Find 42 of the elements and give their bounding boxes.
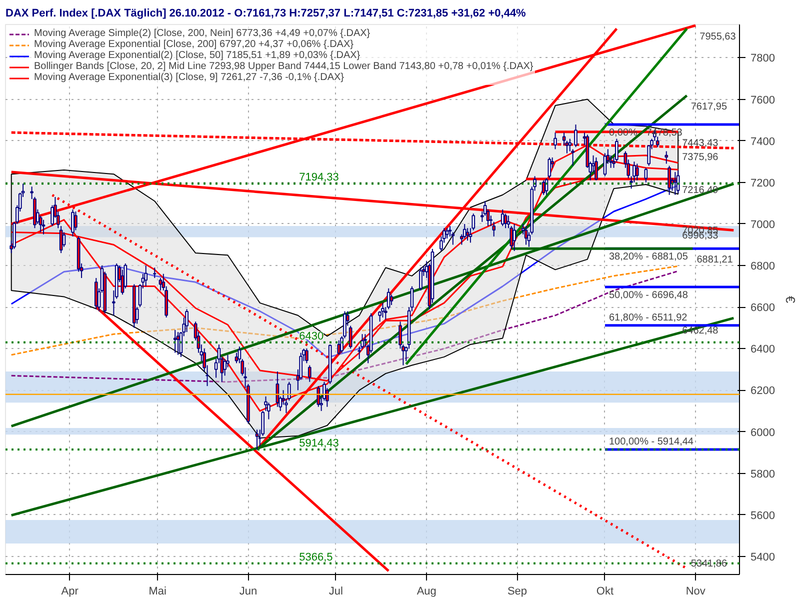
annotation: 100,00% - 5914,44 [608, 436, 694, 448]
annotation: 61,80% - 6511,92 [608, 312, 688, 324]
x-tick-label: Jun [239, 586, 258, 598]
y-tick-label: 6600 [750, 302, 775, 314]
x-tick-label: Aug [416, 586, 436, 598]
y-tick-label: 6400 [750, 344, 775, 356]
legend-label: Bollinger Bands [Close, 20, 2] Mid Line 7293,98 Upper Band 7444,15 Lower Band 7143,80 +0,78 +0,01% {.DAX} [34, 61, 534, 72]
legend-label: Moving Average Simple(2) [Close, 200, Nein] 6773,36 +4,49 +0,07% {.DAX} [34, 28, 370, 39]
legend-label: Moving Average Exponential [Close, 200] 6797,20 +4,37 +0,06% {.DAX} [34, 39, 354, 50]
y-tick-label: 5400 [750, 551, 775, 564]
x-tick-label: Jul [328, 586, 343, 598]
ref-line-label: 7194,33 [299, 172, 339, 184]
legend-label: Moving Average Exponential(2) [Close, 50] 7185,51 +1,89 +0,03% {.DAX} [34, 50, 360, 61]
annotation: 7375,96 [682, 152, 719, 163]
legend-label: Moving Average Exponential(3) [Close, 9] 7261,27 -7,36 -0,1% {.DAX} [34, 72, 344, 83]
annotation: 7617,95 [690, 102, 728, 113]
y-tick-label: 6200 [750, 385, 775, 398]
y-tick-label: 7200 [750, 177, 775, 190]
y-tick-label: 7800 [750, 52, 775, 65]
annotation: 50,00% - 6696,48 [608, 290, 688, 302]
annotation: 7955,63 [700, 31, 736, 42]
y-axis-title: € [782, 296, 798, 304]
ref-line-label: 5366,5 [299, 551, 333, 564]
ref-line-label: 6430 [299, 330, 324, 342]
annotation: 38,20% - 6881,05 [608, 252, 688, 263]
annotation: 6881,21 [696, 254, 734, 266]
y-tick-label: 7600 [750, 94, 775, 106]
chart-title: DAX Perf. Index [.DAX Täglich] 26.10.2012 - O:7161,73 H:7257,37 L:7147,51 C:7231,85 +31,62 +0,44% [6, 8, 526, 20]
y-tick-label: 5600 [750, 510, 775, 522]
ref-line-label: 5914,43 [299, 438, 339, 450]
y-tick-label: 5800 [750, 468, 775, 480]
annotation: 7443,43 [682, 138, 719, 149]
x-tick-label: Sep [507, 586, 528, 598]
x-tick-label: Nov [686, 586, 706, 598]
x-tick-label: Apr [61, 586, 79, 598]
annotation: 5341,86 [690, 558, 728, 570]
y-tick-label: 7400 [750, 136, 775, 148]
y-tick-label: 6800 [750, 260, 775, 273]
x-tick-label: Mai [148, 586, 166, 598]
y-tick-label: 6000 [750, 426, 775, 439]
y-tick-label: 7000 [750, 218, 775, 231]
x-tick-label: Okt [596, 586, 614, 598]
